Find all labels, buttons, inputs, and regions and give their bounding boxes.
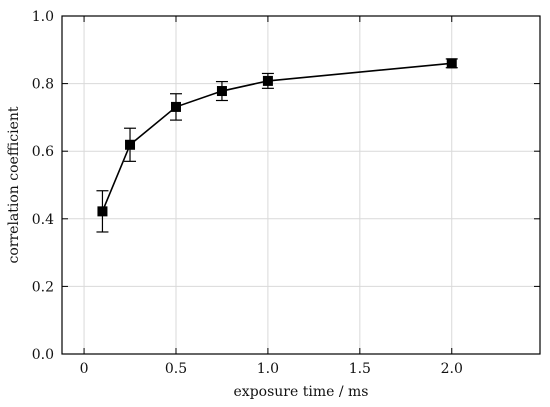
plot-area-frame [61, 15, 541, 355]
x-tick-label: 0 [80, 361, 89, 377]
data-point-marker [216, 86, 227, 97]
data-point-marker [446, 58, 457, 69]
data-point-marker [125, 139, 136, 150]
x-axis-title: exposure time / ms [234, 384, 369, 400]
x-tick-label: 1.0 [257, 361, 279, 377]
y-tick-label: 0.4 [32, 212, 54, 228]
y-tick-label: 0.8 [32, 77, 54, 93]
y-tick-label: 1.0 [32, 9, 54, 25]
x-tick-label: 1.5 [349, 361, 371, 377]
axis-ticks [62, 15, 540, 355]
data-point-marker [97, 206, 108, 217]
x-tick-label: 2.0 [441, 361, 463, 377]
y-tick-label: 0.2 [32, 279, 54, 295]
y-tick-label: 0.0 [32, 347, 54, 363]
y-tick-labels: 0.0 0.2 0.4 0.6 0.8 1.0 [32, 9, 54, 363]
y-axis-title: correlation coefficient [6, 106, 22, 263]
x-tick-labels: 0 0.5 1.0 1.5 2.0 [80, 361, 463, 377]
y-tick-label: 0.6 [32, 144, 54, 160]
data-point-marker [262, 75, 273, 86]
x-tick-label: 0.5 [165, 361, 187, 377]
grid [62, 15, 540, 355]
series-group [96, 58, 458, 233]
data-point-marker [170, 101, 181, 112]
series-line [101, 62, 452, 212]
